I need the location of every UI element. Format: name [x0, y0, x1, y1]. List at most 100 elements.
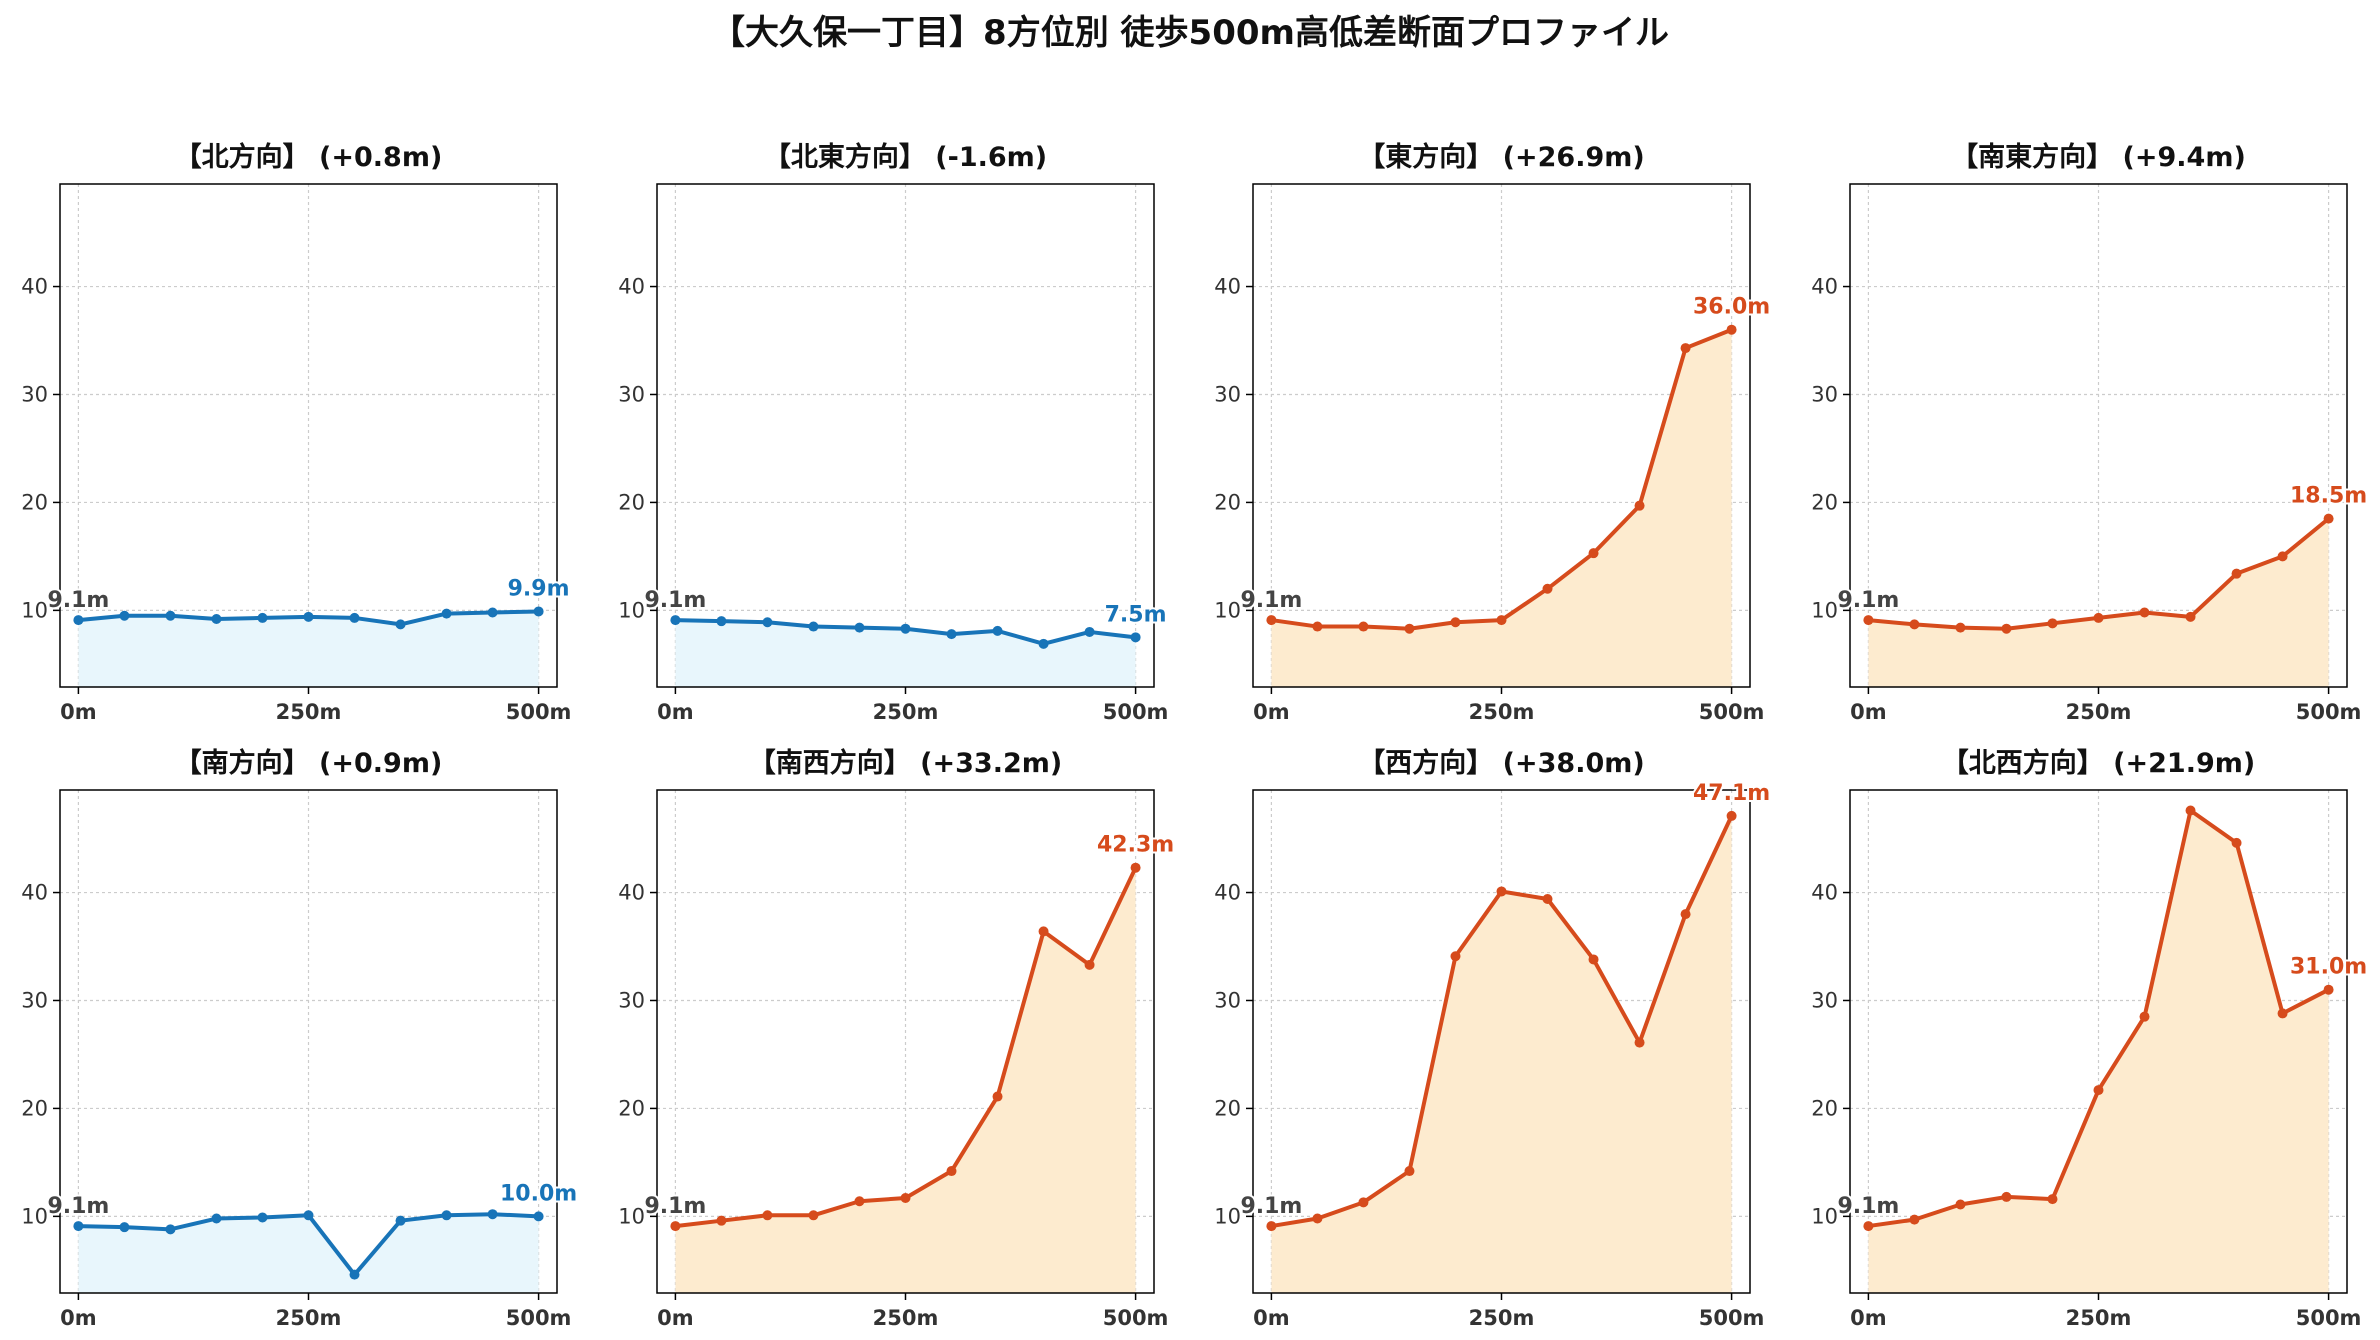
- profile-point: [1726, 810, 1737, 821]
- profile-point: [395, 619, 406, 630]
- panel-title: 【東方向】 (+26.9m): [1358, 141, 1644, 173]
- panel-title: 【南西方向】 (+33.2m): [749, 747, 1062, 779]
- profile-point: [211, 1213, 222, 1224]
- profile-point: [1680, 343, 1691, 354]
- profile-point: [1266, 1221, 1277, 1232]
- profile-point: [2047, 1194, 2058, 1205]
- profile-point: [946, 629, 957, 640]
- profile-area-fill: [1271, 815, 1732, 1293]
- profile-point: [1542, 894, 1553, 905]
- profile-point: [1955, 1199, 1966, 1210]
- profile-area-fill: [78, 611, 539, 687]
- y-tick-label: 20: [618, 1096, 645, 1120]
- profile-point: [1038, 638, 1049, 649]
- y-tick-label: 30: [618, 988, 645, 1012]
- start-value-label: 9.1m: [47, 1194, 109, 1219]
- profile-point: [1312, 621, 1323, 632]
- start-value-label: 9.1m: [644, 1194, 706, 1219]
- profile-point: [349, 1269, 360, 1280]
- profile-point: [2001, 1191, 2012, 1202]
- end-value-label: 10.0m: [500, 1181, 577, 1206]
- profile-panel: 0m 250m 500m 10 20 30 40 【北方向】 (+0.8m) 9.1m 9.9m: [21, 141, 571, 724]
- profile-point: [487, 607, 498, 618]
- x-tick-label: 500m: [506, 1306, 572, 1330]
- profile-point: [808, 621, 819, 632]
- profile-point: [716, 616, 727, 627]
- profile-point: [257, 612, 268, 623]
- panel-title: 【北東方向】 (-1.6m): [764, 141, 1047, 173]
- profile-panel: 0m 250m 500m 10 20 30 40 【南東方向】 (+9.4m) 9.1m 18.5…: [1811, 141, 2369, 724]
- profile-point: [1130, 862, 1141, 873]
- profile-point: [900, 623, 911, 634]
- profile-point: [2185, 611, 2196, 622]
- profile-point: [2139, 607, 2150, 618]
- start-value-label: 9.1m: [1240, 588, 1302, 613]
- y-tick-label: 10: [618, 598, 645, 622]
- start-value-label: 9.1m: [47, 588, 109, 613]
- figure-title: 【大久保一丁目】8方位別 徒歩500m高低差断面プロファイル: [711, 13, 1669, 53]
- profile-point: [1863, 615, 1874, 626]
- y-tick-label: 40: [21, 881, 48, 905]
- y-tick-label: 20: [1214, 490, 1241, 514]
- profile-point: [303, 611, 314, 622]
- profile-point: [1038, 926, 1049, 937]
- y-tick-label: 20: [21, 490, 48, 514]
- profile-point: [900, 1193, 911, 1204]
- profile-panel: 0m 250m 500m 10 20 30 40 【北東方向】 (-1.6m) 9.1m 7.5m: [618, 141, 1168, 724]
- end-value-label: 18.5m: [2290, 484, 2367, 509]
- profile-point: [1588, 548, 1599, 559]
- y-tick-label: 10: [1214, 1204, 1241, 1228]
- x-tick-label: 250m: [1469, 1306, 1535, 1330]
- x-tick-label: 0m: [60, 1306, 97, 1330]
- y-tick-label: 30: [21, 988, 48, 1012]
- x-tick-label: 500m: [2296, 700, 2362, 724]
- profile-point: [854, 1196, 865, 1207]
- panel-title: 【北方向】 (+0.8m): [175, 141, 443, 173]
- x-tick-label: 500m: [1103, 700, 1169, 724]
- profile-point: [854, 622, 865, 633]
- profile-area-fill: [1868, 518, 2329, 687]
- start-value-label: 9.1m: [644, 588, 706, 613]
- end-value-label: 47.1m: [1693, 781, 1770, 806]
- profile-point: [2093, 1085, 2104, 1096]
- profile-point: [73, 615, 84, 626]
- x-tick-label: 250m: [1469, 700, 1535, 724]
- profile-point: [1542, 583, 1553, 594]
- profile-point: [1726, 324, 1737, 335]
- profile-point: [1084, 959, 1095, 970]
- y-tick-label: 20: [618, 490, 645, 514]
- profile-point: [992, 1091, 1003, 1102]
- profile-point: [395, 1215, 406, 1226]
- profile-point: [1634, 1037, 1645, 1048]
- profile-point: [487, 1209, 498, 1220]
- profile-point: [1955, 622, 1966, 633]
- profile-point: [1084, 626, 1095, 637]
- profile-point: [73, 1221, 84, 1232]
- y-tick-label: 30: [1811, 382, 1838, 406]
- profile-point: [762, 617, 773, 628]
- start-value-label: 9.1m: [1837, 1194, 1899, 1219]
- end-value-label: 31.0m: [2290, 955, 2367, 980]
- y-tick-label: 20: [21, 1096, 48, 1120]
- start-value-label: 9.1m: [1240, 1194, 1302, 1219]
- x-tick-label: 500m: [1699, 700, 1765, 724]
- x-tick-label: 250m: [873, 700, 939, 724]
- profile-panel: 0m 250m 500m 10 20 30 40 【西方向】 (+38.0m) 9.1m 47.1…: [1214, 747, 1772, 1330]
- y-tick-label: 30: [21, 382, 48, 406]
- profile-point: [670, 615, 681, 626]
- x-tick-label: 0m: [60, 700, 97, 724]
- profile-point: [1588, 954, 1599, 965]
- y-tick-label: 30: [1214, 382, 1241, 406]
- y-tick-label: 30: [1214, 988, 1241, 1012]
- profile-point: [257, 1212, 268, 1223]
- y-tick-label: 30: [618, 382, 645, 406]
- profile-point: [808, 1210, 819, 1221]
- profile-point: [1680, 909, 1691, 920]
- profile-point: [303, 1210, 314, 1221]
- y-tick-label: 40: [1214, 275, 1241, 299]
- x-tick-label: 250m: [2066, 1306, 2132, 1330]
- profile-point: [1404, 623, 1415, 634]
- y-tick-label: 10: [618, 1204, 645, 1228]
